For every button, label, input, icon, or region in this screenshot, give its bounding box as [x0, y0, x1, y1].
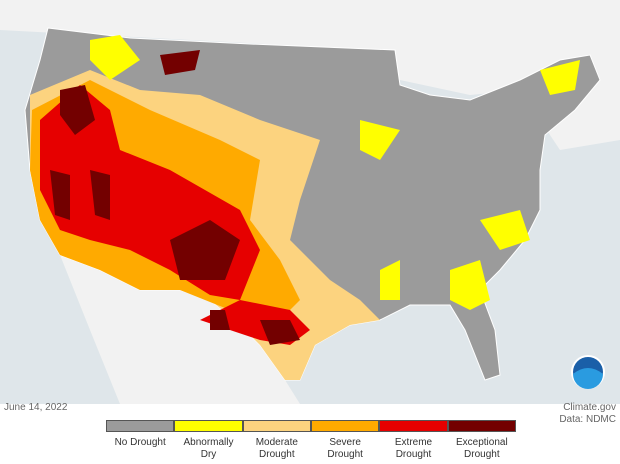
legend-swatch — [311, 420, 380, 432]
legend-swatch — [106, 420, 175, 432]
legend-swatch — [174, 420, 243, 432]
legend-swatch — [447, 420, 516, 432]
legend-label: No Drought — [114, 437, 166, 448]
legend-label: Abnormally Dry — [183, 437, 234, 460]
legend-label: Severe Drought — [327, 437, 363, 460]
legend-label: Exceptional Drought — [455, 437, 508, 460]
noaa-logo-wave — [573, 368, 603, 389]
legend-label: Extreme Drought — [394, 437, 433, 460]
credit: Climate.gov — [563, 402, 616, 413]
canada — [0, 0, 620, 150]
source: Data: NDMC — [559, 414, 616, 425]
mexico — [60, 255, 300, 404]
map — [0, 0, 620, 404]
legend-label: Moderate Drought — [255, 437, 298, 460]
legend-swatch — [242, 420, 311, 432]
exceptional-area — [50, 50, 300, 345]
date: June 14, 2022 — [4, 402, 68, 413]
legend-swatch — [379, 420, 448, 432]
